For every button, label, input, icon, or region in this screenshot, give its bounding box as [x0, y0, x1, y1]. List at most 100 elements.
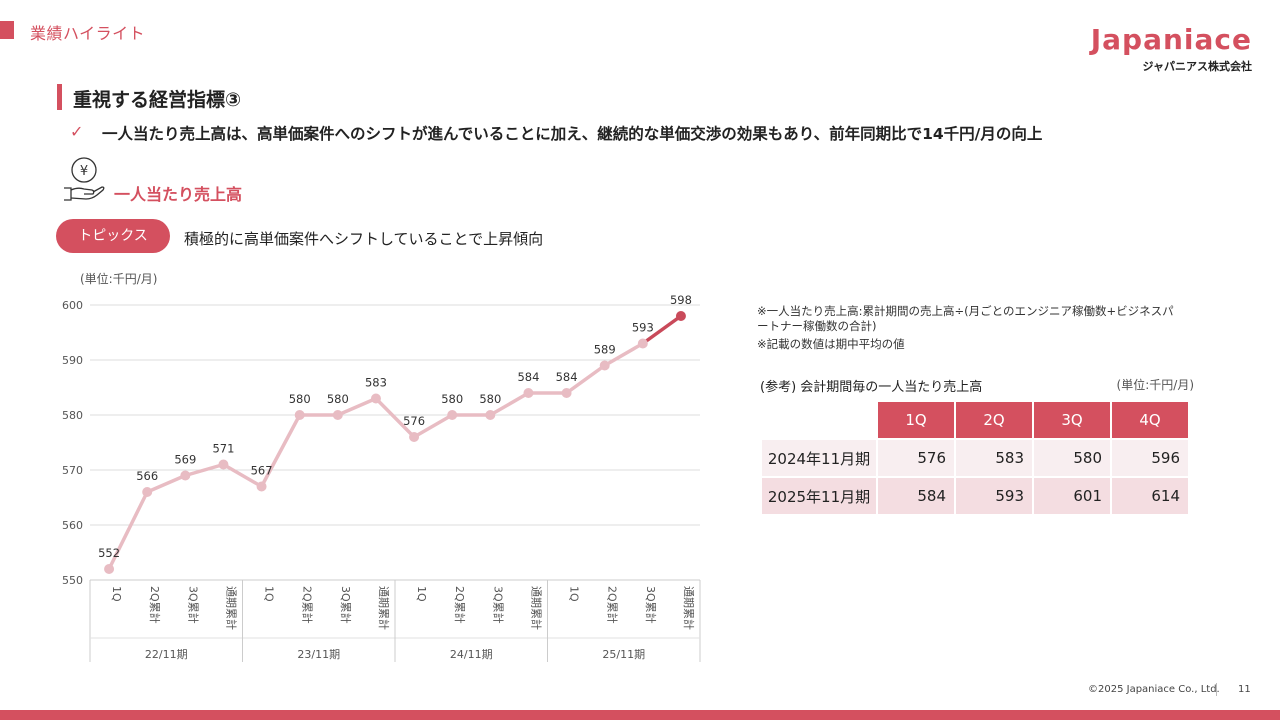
- y-tick-label: 560: [62, 519, 83, 532]
- data-point: [523, 388, 534, 398]
- group-label: 23/11期: [297, 648, 340, 661]
- y-tick-label: 590: [62, 354, 83, 367]
- svg-text:¥: ¥: [80, 164, 88, 179]
- check-icon: ✓: [70, 122, 84, 141]
- data-point: [180, 470, 191, 481]
- chart-unit-label: (単位:千円/月): [80, 272, 158, 286]
- data-point: [370, 393, 381, 404]
- data-label: 598: [670, 293, 692, 307]
- data-point: [256, 481, 267, 492]
- x-tick-label: 通期累計: [682, 586, 696, 630]
- x-tick-label: 3Q累計: [644, 586, 658, 624]
- table-cell: 614: [1112, 478, 1188, 514]
- x-tick-label: 1Q: [263, 586, 276, 602]
- table-row: 2025年11月期 584 593 601 614: [762, 478, 1188, 514]
- page-title: 重視する経営指標③: [73, 89, 242, 111]
- group-label: 25/11期: [602, 648, 645, 661]
- data-label: 580: [479, 392, 501, 406]
- table-header: 1Q: [878, 402, 954, 438]
- data-label: 576: [403, 414, 425, 428]
- series-line-latest: [641, 314, 683, 346]
- table-cell: 596: [1112, 440, 1188, 476]
- table-header: 4Q: [1112, 402, 1188, 438]
- data-label: 589: [594, 343, 616, 357]
- y-tick-label: 570: [62, 464, 83, 477]
- bottom-bar: [0, 710, 1280, 720]
- ref-table-unit: (単位:千円/月): [1116, 378, 1194, 392]
- table-cell: 576: [878, 440, 954, 476]
- y-tick-label: 550: [62, 574, 83, 587]
- x-tick-label: 3Q累計: [186, 586, 200, 624]
- y-tick-label: 600: [62, 299, 83, 312]
- row-label: 2024年11月期: [762, 440, 876, 476]
- logo-name: Japaniace: [1090, 23, 1252, 56]
- table-header: 2Q: [956, 402, 1032, 438]
- definition-note: ※一人当たり売上高:累計期間の売上高÷(月ごとのエンジニア稼働数+ビジネスパート…: [757, 304, 1174, 333]
- topics-badge: トピックス: [56, 219, 170, 253]
- data-label: 580: [441, 392, 463, 406]
- row-label: 2025年11月期: [762, 478, 876, 514]
- data-label: 580: [327, 392, 349, 406]
- logo-subtitle: ジャパニアス株式会社: [1142, 60, 1252, 73]
- data-point: [637, 338, 648, 349]
- x-tick-label: 2Q累計: [453, 586, 467, 624]
- title-marker: [57, 84, 62, 110]
- table-cell: 583: [956, 440, 1032, 476]
- data-label: 571: [212, 442, 234, 456]
- table-corner: [762, 402, 876, 438]
- x-tick-label: 3Q累計: [491, 586, 505, 624]
- data-point: [409, 432, 420, 442]
- table-cell: 593: [956, 478, 1032, 514]
- data-label: 569: [174, 453, 196, 467]
- data-label: 580: [289, 392, 311, 406]
- metric-label: 一人当たり売上高: [114, 185, 243, 204]
- x-tick-label: 1Q: [568, 586, 581, 602]
- bullet-text: 一人当たり売上高は、高単価案件へのシフトが進んでいることに加え、継続的な単価交渉…: [102, 125, 1043, 143]
- data-label: 567: [251, 464, 273, 478]
- data-label: 593: [632, 321, 654, 335]
- x-tick-label: 2Q累計: [148, 586, 162, 624]
- data-point: [561, 388, 572, 398]
- yen-hand-icon: ¥: [64, 157, 105, 201]
- company-logo: Japaniace ジャパニアス株式会社: [1091, 24, 1252, 74]
- footer-divider: [1216, 683, 1217, 696]
- data-label: 584: [517, 370, 539, 384]
- section-marker: [0, 21, 14, 39]
- data-point: [142, 487, 153, 497]
- data-point: [599, 360, 610, 371]
- x-tick-label: 通期累計: [529, 586, 543, 630]
- table-cell: 601: [1034, 478, 1110, 514]
- data-point: [485, 410, 496, 420]
- data-point: [294, 410, 305, 420]
- data-point: [675, 311, 686, 321]
- ref-table-caption: (参考) 会計期間毎の一人当たり売上高: [760, 380, 983, 395]
- average-note: ※記載の数値は期中平均の値: [757, 337, 905, 351]
- data-label: 583: [365, 376, 387, 390]
- data-label: 566: [136, 469, 158, 483]
- data-point: [447, 410, 458, 420]
- section-label: 業績ハイライト: [30, 24, 146, 43]
- x-tick-label: 通期累計: [224, 586, 238, 630]
- topics-text: 積極的に高単価案件へシフトしていることで上昇傾向: [184, 230, 544, 248]
- x-tick-label: 2Q累計: [606, 586, 620, 624]
- table-header: 3Q: [1034, 402, 1110, 438]
- table-cell: 580: [1034, 440, 1110, 476]
- revenue-per-person-chart: 550 560 570 580 590 600 1Q 2Q累計 3Q累計 通期累計 1Q 2Q累計 3Q…: [62, 293, 701, 662]
- x-tick-label: 通期累計: [377, 586, 391, 630]
- x-tick-label: 1Q: [110, 586, 123, 602]
- x-tick-label: 2Q累計: [301, 586, 315, 624]
- group-label: 22/11期: [145, 648, 188, 661]
- data-point: [104, 564, 115, 574]
- table-cell: 584: [878, 478, 954, 514]
- x-tick-label: 1Q: [415, 586, 428, 602]
- quarterly-revenue-table: 1Q 2Q 3Q 4Q 2024年11月期 576 583 580 596 20…: [760, 400, 1190, 516]
- data-point: [218, 459, 229, 470]
- data-label: 584: [556, 370, 578, 384]
- x-tick-label: 3Q累計: [339, 586, 353, 624]
- footer-copyright: ©2025 Japaniace Co., Ltd.: [1088, 684, 1220, 695]
- data-point: [332, 410, 343, 420]
- data-label: 552: [98, 546, 120, 560]
- group-label: 24/11期: [450, 648, 493, 661]
- page-number: 11: [1238, 684, 1251, 695]
- y-tick-label: 580: [62, 409, 83, 422]
